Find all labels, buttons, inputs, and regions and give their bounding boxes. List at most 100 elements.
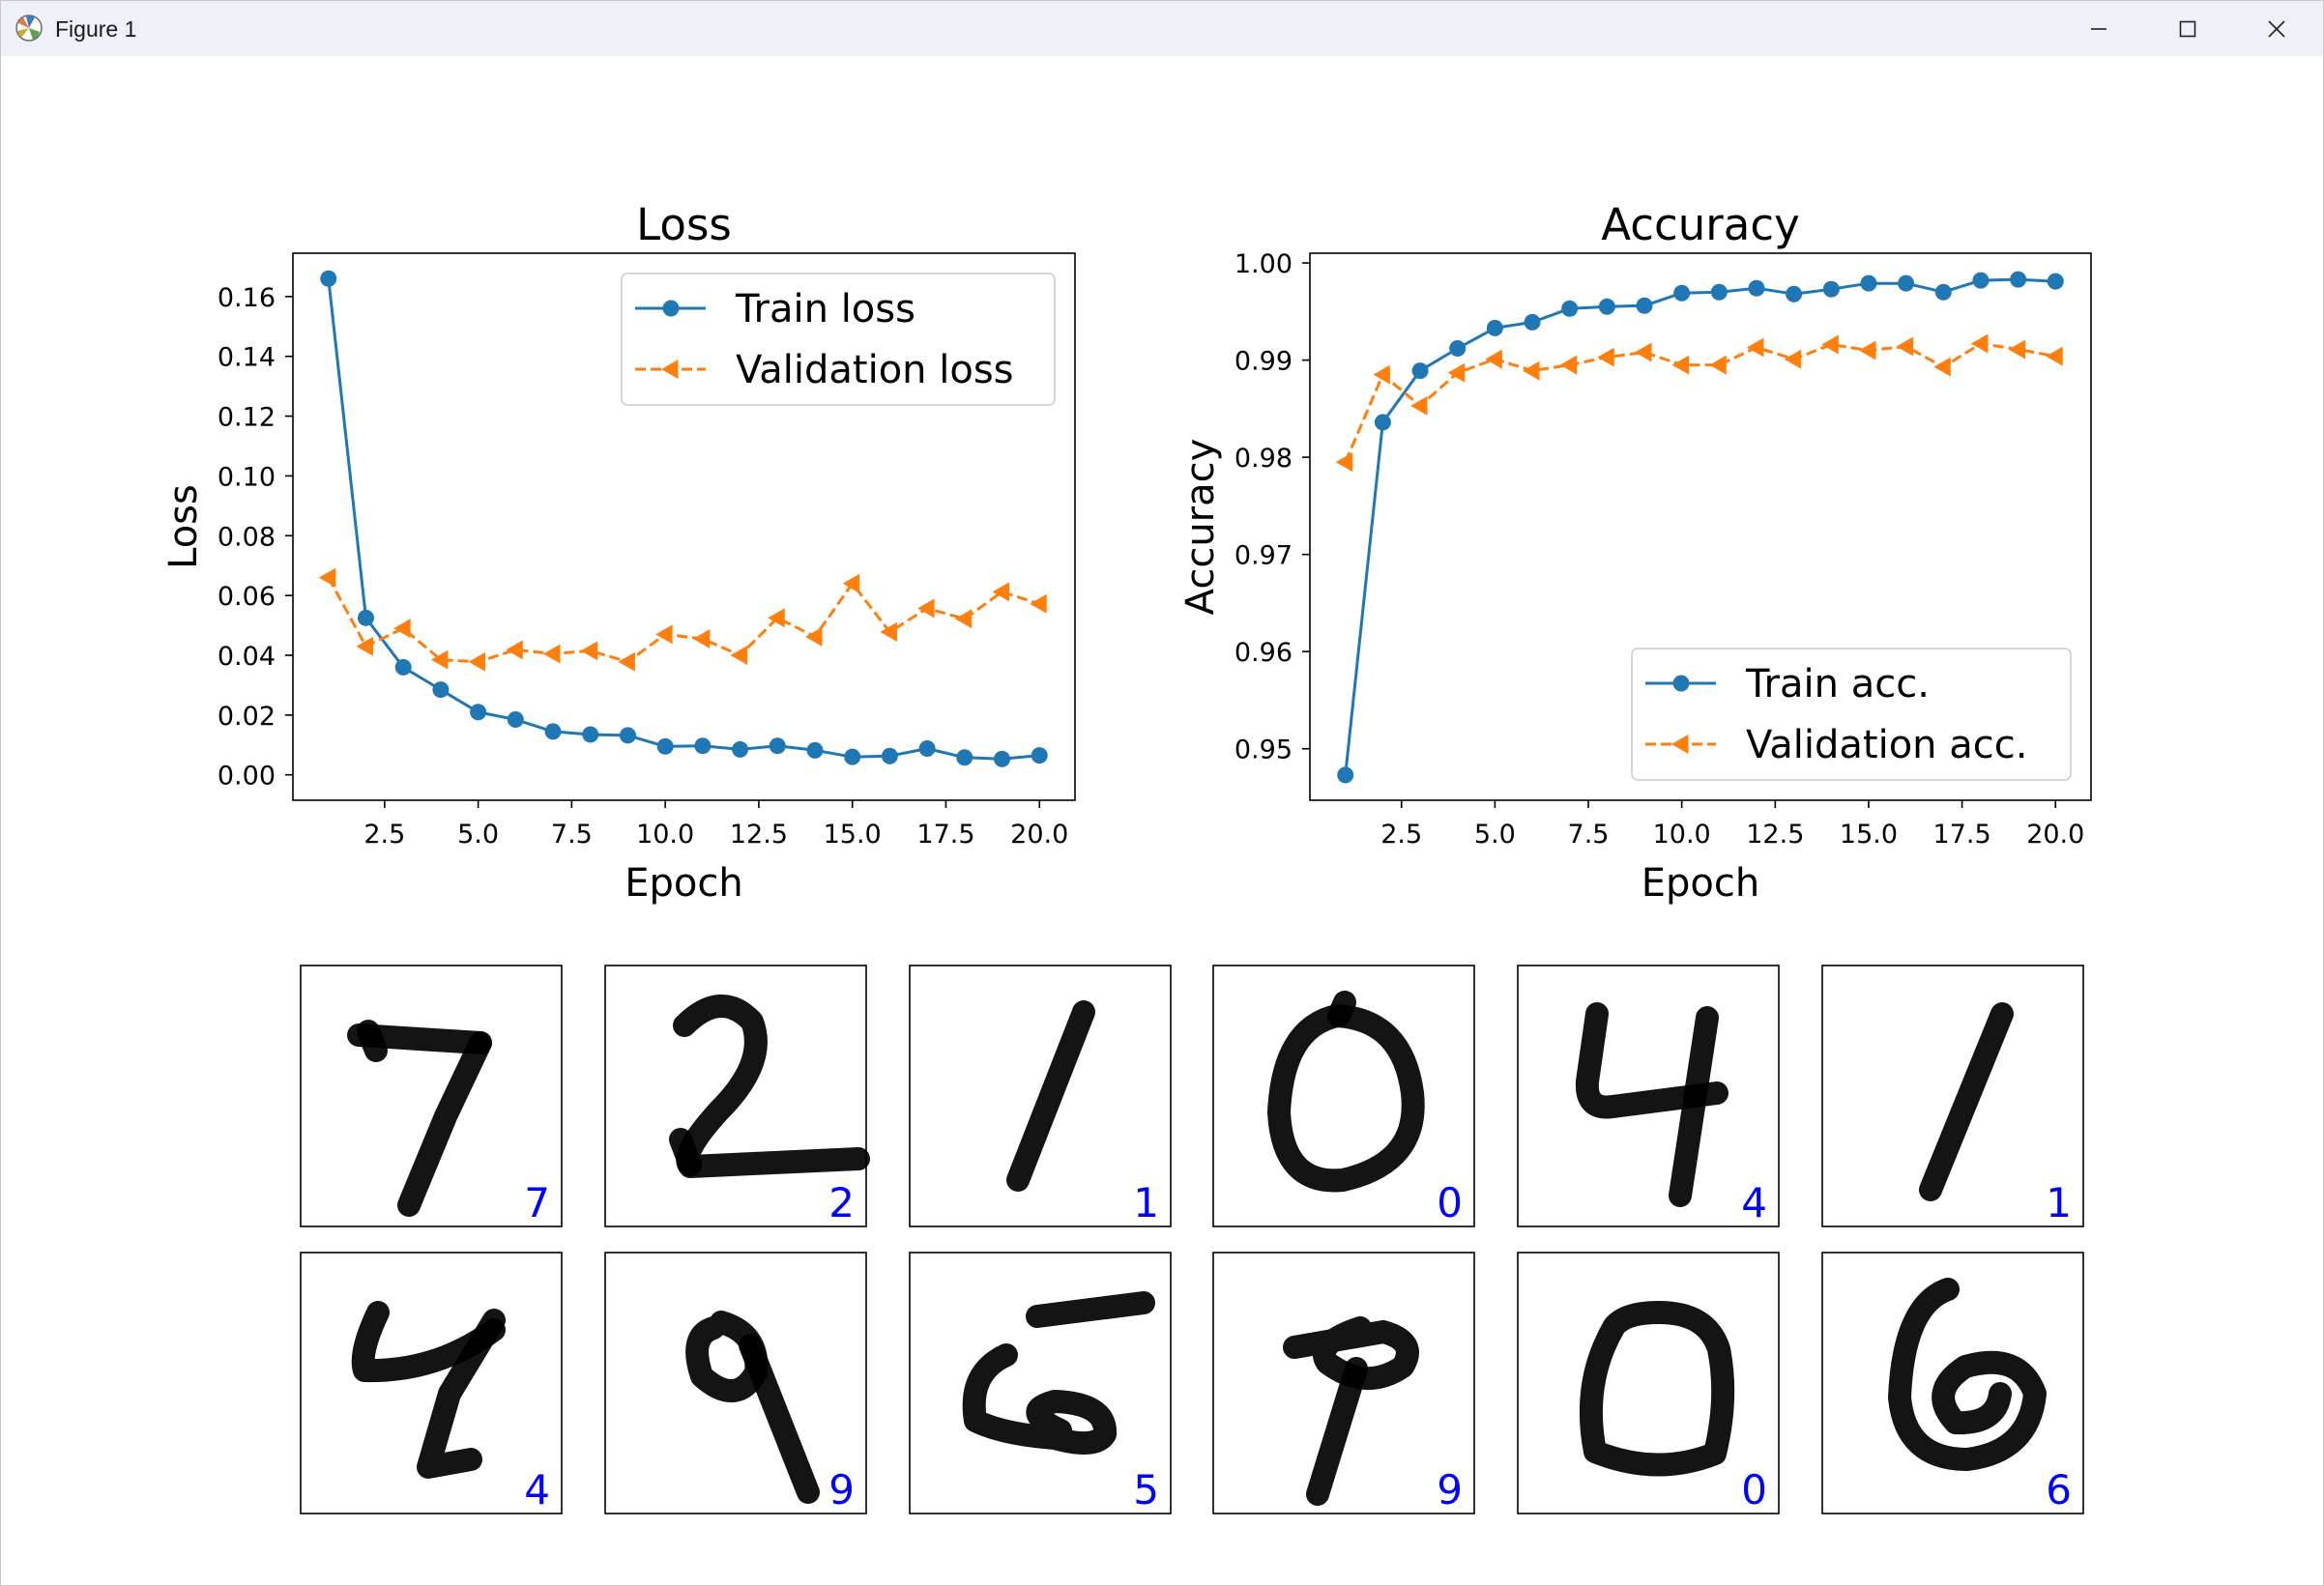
data-point-validation [1858, 340, 1876, 360]
data-point-train [1374, 414, 1391, 431]
digit-cell: 9 [1212, 1252, 1475, 1514]
data-point-validation [692, 628, 711, 649]
digit-stroke [1267, 1004, 1425, 1193]
data-point-train [694, 737, 712, 755]
x-tick-label: 17.5 [1933, 820, 1991, 850]
digit-image [962, 1291, 1155, 1456]
digit-label: 1 [1133, 1179, 1159, 1226]
data-point-train [619, 727, 636, 744]
data-point-train [1524, 313, 1541, 331]
data-point-train [507, 710, 524, 728]
y-tick-label: 0.10 [218, 462, 276, 492]
legend-marker [661, 360, 679, 379]
digit-cell: 4 [1517, 965, 1780, 1227]
legend-marker [1672, 675, 1690, 692]
data-point-train [732, 740, 749, 758]
legend: Train loss Validation loss [621, 273, 1056, 406]
digit-image [669, 995, 870, 1178]
digit-label: 0 [1741, 1466, 1767, 1514]
data-point-validation [2046, 346, 2063, 366]
digit-frame [604, 1252, 867, 1514]
data-point-validation [1523, 360, 1540, 381]
data-point-train [1748, 279, 1765, 297]
data-point-train [1860, 274, 1877, 292]
digit-frame [909, 965, 1172, 1227]
data-point-validation [655, 624, 673, 645]
data-point-validation [506, 640, 523, 660]
data-point-validation [842, 573, 860, 593]
data-point-validation [580, 641, 598, 661]
x-tick-label: 15.0 [824, 820, 882, 850]
data-point-train [1031, 747, 1048, 764]
digit-frame [1821, 1252, 2084, 1514]
accuracy-chart: Accuracy Epoch Accuracy 2.5 5.0 7.5 10.0 12.5 15… [1178, 199, 2092, 906]
data-point-validation [1030, 593, 1047, 614]
digit-image [1575, 1002, 1728, 1207]
digit-frame [1517, 965, 1780, 1227]
y-tick-label: 0.08 [218, 522, 276, 552]
data-point-validation [393, 619, 411, 639]
digit-stroke [673, 995, 870, 1178]
data-point-validation [1597, 347, 1614, 367]
digit-frame [909, 1252, 1172, 1514]
close-button[interactable] [2232, 1, 2321, 56]
digit-image [1267, 991, 1425, 1193]
data-point-validation [1447, 362, 1466, 383]
y-tick-label: 0.95 [1235, 735, 1293, 765]
digit-stroke [357, 1020, 388, 1062]
digit-label: 4 [1741, 1179, 1767, 1226]
data-point-train [394, 658, 412, 676]
digit-stroke [1575, 1002, 1728, 1119]
digit-cell: 0 [1212, 965, 1475, 1227]
maximize-button[interactable] [2143, 1, 2232, 56]
window-title: Figure 1 [55, 16, 137, 42]
digit-frame [300, 1252, 563, 1514]
y-tick-label: 0.00 [218, 762, 276, 792]
digit-cell: 0 [1517, 1252, 1780, 1514]
data-point-validation [356, 636, 373, 656]
x-tick-label: 2.5 [1380, 820, 1422, 850]
y-tick-label: 1.00 [1235, 249, 1293, 279]
data-point-validation [768, 608, 785, 628]
digit-samples-grid: 7 2 1 0 4 1 4 9 5 9 0 6 [300, 965, 2084, 1514]
digit-label: 5 [1133, 1466, 1159, 1514]
data-point-validation [1784, 349, 1802, 369]
digit-stroke [1669, 1006, 1719, 1207]
digit-stroke [962, 1343, 1117, 1456]
digit-cell: 4 [300, 1252, 563, 1514]
y-tick-label: 0.04 [218, 642, 276, 672]
data-point-validation [1335, 452, 1353, 473]
y-tick-label: 0.96 [1235, 638, 1293, 668]
data-point-train [1710, 283, 1728, 301]
digit-image [1888, 1278, 2047, 1471]
y-tick-label: 0.16 [218, 283, 276, 313]
legend: Train acc. Validation acc. [1631, 648, 2072, 781]
data-point-train [956, 749, 973, 766]
digit-cell: 2 [604, 965, 870, 1227]
digit-image [347, 1020, 492, 1217]
data-point-validation [992, 582, 1010, 602]
digit-label: 7 [524, 1179, 550, 1226]
x-axis-label: Epoch [625, 861, 742, 906]
digit-image [1919, 1002, 2014, 1201]
digit-cell: 5 [909, 1252, 1172, 1514]
title-bar[interactable]: Figure 1 [1, 1, 2323, 56]
digit-cell: 9 [604, 1252, 867, 1514]
data-point-train [1786, 285, 1803, 303]
digit-cell: 6 [1821, 1252, 2084, 1514]
legend-label: Train loss [735, 287, 915, 332]
x-tick-label: 12.5 [1746, 820, 1804, 850]
data-point-validation [1373, 364, 1390, 385]
digit-stroke [669, 1128, 702, 1176]
digit-label: 1 [2046, 1179, 2072, 1226]
data-point-train [1598, 298, 1615, 315]
data-point-validation [1821, 334, 1839, 355]
x-tick-label: 2.5 [363, 820, 405, 850]
digit-frame [604, 965, 867, 1227]
minimize-button[interactable] [2054, 1, 2143, 56]
data-point-validation [1485, 349, 1502, 369]
data-point-train [1337, 766, 1354, 784]
legend-frame [1631, 648, 2072, 781]
data-point-train [1411, 362, 1429, 380]
